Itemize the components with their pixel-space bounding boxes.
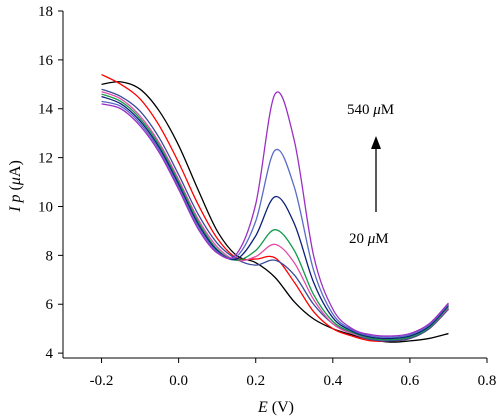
y-tick-label: 12 (38, 151, 53, 167)
x-axis-title: E (V) (257, 399, 294, 416)
annotation-top: 540 μM (347, 102, 394, 118)
x-axis-ticks: -0.2 0.0 0.2 0.4 0.6 0.8 (90, 358, 497, 389)
x-tick-label: 0.8 (478, 373, 497, 389)
y-axis-title-unit-open: ( (7, 185, 24, 194)
y-axis-title-unit-mu: μ (7, 177, 24, 186)
y-axis-title-var: I p (7, 194, 24, 212)
y-tick-label: 10 (38, 199, 53, 215)
x-tick-label: 0.4 (323, 373, 342, 389)
annotation-bottom-num: 20 (349, 231, 368, 247)
plot-area: -0.2 0.0 0.2 0.4 0.6 0.8 4 6 8 10 12 14 16 18 (38, 4, 496, 389)
x-tick-label: -0.2 (90, 373, 114, 389)
y-axis-ticks: 4 6 8 10 12 14 16 18 (38, 4, 63, 362)
series-line-8 (101, 91, 449, 337)
series-line-6 (101, 95, 449, 340)
annotation-arrow (371, 136, 381, 212)
x-tick-label: 0.0 (169, 373, 188, 389)
x-tick-label: 0.6 (401, 373, 420, 389)
y-tick-label: 18 (38, 4, 53, 20)
series-line-7 (101, 100, 449, 338)
x-axis-title-unit: (V) (268, 399, 294, 416)
annotation-top-unit: M (381, 102, 394, 118)
y-tick-label: 14 (38, 102, 54, 118)
x-tick-label: 0.2 (246, 373, 265, 389)
series-line-2 (101, 73, 449, 343)
annotation-top-mu: μ (372, 102, 381, 118)
y-tick-label: 16 (38, 53, 54, 69)
y-tick-label: 4 (46, 346, 54, 362)
series-line-3 (101, 88, 449, 342)
y-axis-title-unit-close: A) (7, 160, 24, 177)
arrow-head (371, 136, 381, 149)
annotation-bottom: 20 μM (349, 231, 389, 247)
y-tick-label: 6 (46, 297, 54, 313)
y-axis-title: I p (μA) (7, 160, 24, 213)
series-line-1 (101, 81, 449, 343)
x-axis-title-var: E (257, 399, 268, 416)
series-line-5 (101, 93, 449, 341)
annotation-bottom-mu: μ (367, 231, 376, 247)
annotation-bottom-unit: M (375, 231, 388, 247)
annotation-top-num: 540 (347, 102, 373, 118)
y-tick-label: 8 (46, 248, 54, 264)
series-lines (101, 73, 449, 343)
